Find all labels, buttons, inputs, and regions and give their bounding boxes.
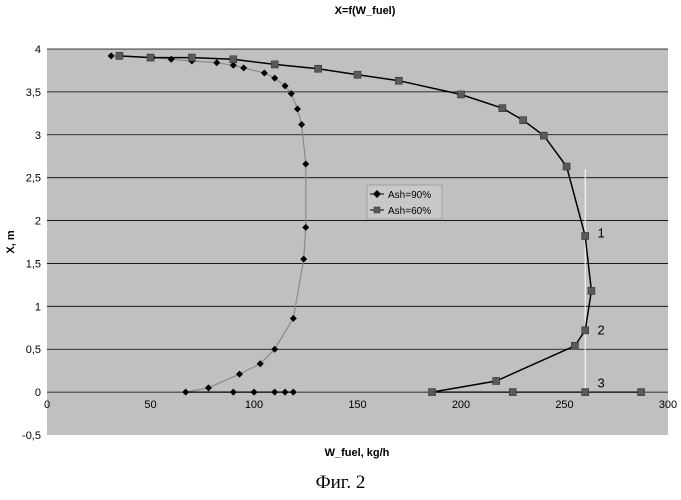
plot-area [47,49,668,435]
point-ash60 [520,117,527,124]
point-ash60 [540,132,547,139]
x-tick-label: 200 [452,399,470,411]
point-ash60 [493,377,500,384]
x-axis-label: W_fuel, kg/h [325,447,390,459]
legend-marker-60 [374,207,380,213]
point-ash60 [395,77,402,84]
point-ash60 [571,342,578,349]
point-ash60 [188,54,195,61]
point-ash60 [147,54,154,61]
point-ash60 [354,71,361,78]
point-ash60 [588,287,595,294]
x-tick-label: 0 [44,399,50,411]
point-ash60 [429,389,436,396]
point-ash60 [315,65,322,72]
y-tick-label: 0 [35,387,41,399]
x-tick-label: 100 [245,399,263,411]
x-tick-label: 300 [659,399,677,411]
figure-caption: Фиг. 2 [0,472,681,494]
x-tick-label: 250 [555,399,573,411]
point-ash60 [582,327,589,334]
point-ash60 [499,105,506,112]
y-axis-ticks: -0,5 0 0,5 1 1,5 2 2,5 3 3,5 4 [22,44,41,442]
y-axis-label: X, m [5,230,17,253]
chart: X=f(W_fuel) 0 50 100 150 200 250 300 -0,5 0 0,5 1… [0,0,681,470]
y-tick-label: 3,5 [26,87,41,99]
annotation-label: 1 [598,225,605,240]
legend: Ash=90% Ash=60% [367,185,442,219]
y-tick-label: 1,5 [26,258,41,270]
y-tick-label: 2,5 [26,173,41,185]
point-ash60 [230,56,237,63]
y-tick-label: 2 [35,216,41,228]
annotation-label: 2 [598,322,605,337]
annotation-label: 3 [598,376,605,391]
point-ash60 [116,52,123,59]
y-tick-label: 4 [35,44,41,56]
point-ash60 [638,389,645,396]
point-ash60 [509,389,516,396]
point-ash60 [271,61,278,68]
legend-label-60: Ash=60% [388,206,431,217]
x-tick-label: 150 [348,399,366,411]
y-tick-label: 3 [35,130,41,142]
point-ash60 [582,232,589,239]
chart-title: X=f(W_fuel) [335,5,396,17]
y-tick-label: 1 [35,301,41,313]
legend-label-90: Ash=90% [388,190,431,201]
x-tick-label: 50 [144,399,156,411]
point-ash60 [582,389,589,396]
point-ash60 [563,163,570,170]
y-tick-label: 0,5 [26,344,41,356]
point-ash60 [458,91,465,98]
y-tick-label: -0,5 [22,430,41,442]
